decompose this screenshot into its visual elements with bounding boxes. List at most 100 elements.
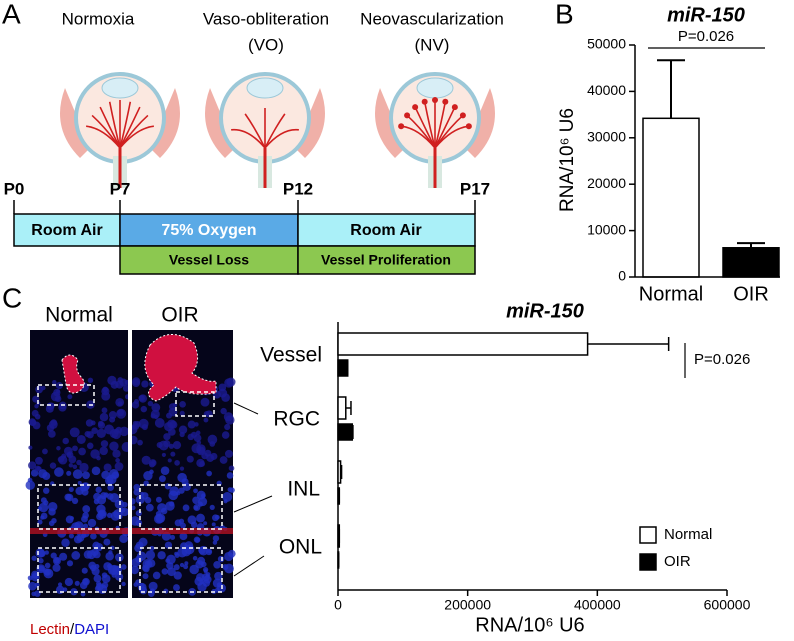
nucleus <box>78 447 86 456</box>
nucleus <box>52 556 61 565</box>
nucleus <box>119 534 128 544</box>
nucleus <box>130 565 139 575</box>
nucleus <box>100 440 109 448</box>
stain-lectin: Lectin <box>30 621 70 638</box>
nucleus <box>115 572 124 581</box>
nucleus <box>154 418 165 428</box>
nucleus <box>71 551 81 560</box>
nucleus <box>116 408 127 419</box>
nucleus <box>173 571 182 580</box>
nucleus <box>221 393 230 402</box>
nucleus <box>101 391 111 401</box>
nucleus <box>102 386 109 393</box>
nucleus <box>213 560 221 569</box>
tuft <box>398 123 405 130</box>
nucleus <box>112 449 121 458</box>
nucleus <box>99 412 109 422</box>
nucleus <box>25 480 36 490</box>
nucleus <box>96 455 101 461</box>
nucleus <box>179 400 186 408</box>
nucleus <box>28 461 37 470</box>
nucleus <box>135 519 143 527</box>
nucleus <box>61 538 70 548</box>
nucleus <box>214 571 223 581</box>
nucleus <box>79 485 87 492</box>
bar <box>337 396 347 420</box>
nucleus <box>34 403 39 409</box>
nucleus <box>72 464 78 470</box>
nucleus <box>184 544 195 555</box>
nucleus <box>28 581 37 591</box>
nucleus <box>31 409 39 417</box>
nucleus <box>37 506 42 511</box>
nucleus <box>203 575 212 584</box>
nucleus <box>87 377 94 384</box>
bar <box>337 487 341 505</box>
x-tick-label: 0 <box>334 597 342 613</box>
bar <box>722 247 780 278</box>
y-tick-label: 50000 <box>587 36 626 52</box>
bar <box>337 423 354 441</box>
nucleus <box>86 549 97 560</box>
nucleus <box>66 560 74 567</box>
nucleus <box>141 455 151 465</box>
nucleus <box>205 572 211 577</box>
nucleus <box>187 420 196 429</box>
nucleus <box>180 522 186 529</box>
nucleus <box>35 456 43 465</box>
nucleus <box>68 463 73 468</box>
nucleus <box>207 549 212 554</box>
nucleus <box>57 582 63 587</box>
vessel-outline <box>61 354 85 394</box>
nucleus <box>207 434 218 445</box>
nucleus <box>135 495 145 505</box>
panel-letter: B <box>555 0 574 29</box>
stage-abbr: (NV) <box>415 35 450 54</box>
nucleus <box>169 501 175 507</box>
nucleus <box>68 486 74 492</box>
nucleus <box>77 480 82 485</box>
nucleus <box>144 560 151 567</box>
nucleus <box>101 407 108 414</box>
nucleus <box>200 493 206 498</box>
nucleus <box>119 378 128 387</box>
x-axis-label: RNA/10⁶ U6 <box>475 614 584 636</box>
nucleus <box>174 551 179 556</box>
nucleus <box>62 437 69 445</box>
nucleus <box>68 533 75 539</box>
column-label: OIR <box>161 304 198 327</box>
nucleus <box>34 465 41 472</box>
nucleus <box>172 441 182 450</box>
nucleus <box>195 430 201 436</box>
panel-letter: C <box>2 282 22 313</box>
nucleus <box>217 555 225 563</box>
stage-label: Neovascularization <box>360 9 504 28</box>
vessel <box>108 101 121 149</box>
nucleus <box>91 466 101 476</box>
nucleus <box>191 443 202 454</box>
nucleus <box>194 505 199 510</box>
nucleus <box>74 580 80 586</box>
nucleus <box>189 564 199 575</box>
nucleus <box>50 419 58 426</box>
significance-label: P=0.026 <box>694 351 750 368</box>
nucleus <box>224 449 233 458</box>
nucleus <box>47 430 56 438</box>
tuft <box>459 112 466 119</box>
x-tick-label: 200000 <box>444 597 491 613</box>
nucleus <box>221 431 230 439</box>
nucleus <box>219 456 228 464</box>
tuft <box>432 97 438 103</box>
vessel <box>244 113 266 149</box>
nucleus <box>192 496 200 505</box>
nucleus <box>91 427 98 434</box>
nucleus <box>109 493 120 503</box>
x-tick-label: OIR <box>733 283 769 305</box>
nucleus <box>210 452 218 460</box>
nucleus <box>48 402 55 409</box>
nucleus <box>187 515 197 525</box>
nucleus <box>198 497 208 507</box>
nucleus <box>161 568 169 575</box>
nucleus <box>99 446 108 456</box>
category-label: ONL <box>279 536 322 559</box>
